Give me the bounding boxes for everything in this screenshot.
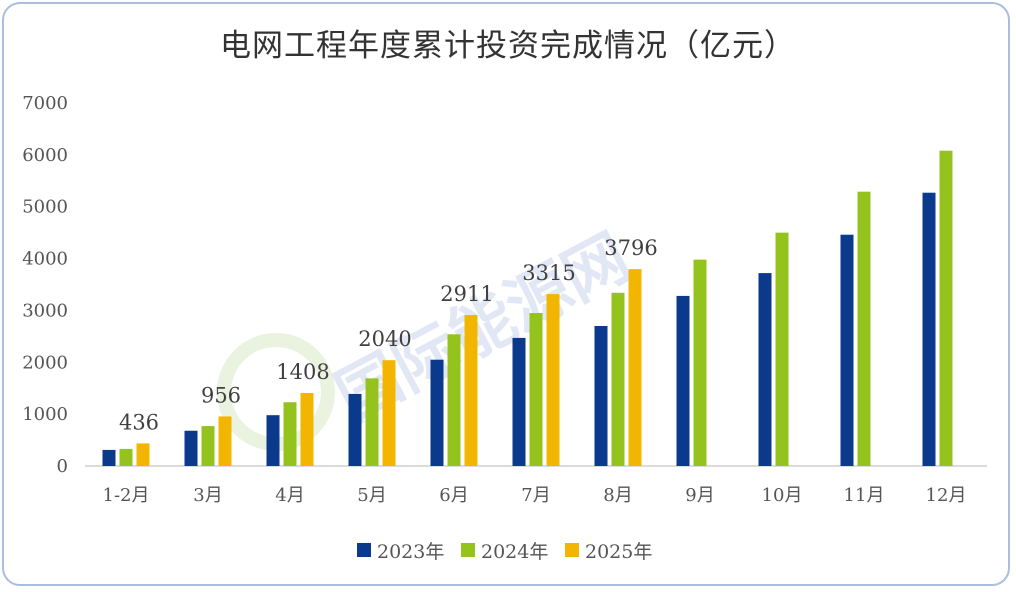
x-tick-label: 8月 <box>603 485 632 506</box>
legend-label: 2025年 <box>585 541 652 563</box>
bar-2025-2 <box>300 392 314 466</box>
bar-2024-0 <box>119 448 133 466</box>
bar-2024-8 <box>775 232 789 466</box>
bar-2024-10 <box>939 150 953 467</box>
x-tick-label: 7月 <box>521 485 550 506</box>
data-label: 3315 <box>522 261 575 285</box>
y-tick-label: 1000 <box>22 404 68 425</box>
data-label: 2911 <box>440 282 493 306</box>
y-tick-label: 7000 <box>22 93 68 114</box>
x-tick-label: 3月 <box>193 485 222 506</box>
y-tick-label: 6000 <box>22 145 68 166</box>
bar-2024-6 <box>611 292 625 466</box>
x-tick-label: 11月 <box>844 485 885 506</box>
y-tick-label: 0 <box>57 456 68 477</box>
bar-2024-4 <box>447 334 461 466</box>
bar-2024-9 <box>857 191 871 466</box>
bar-2024-5 <box>529 313 543 466</box>
x-tick-label: 10月 <box>762 485 803 506</box>
bar-2025-1 <box>218 416 232 466</box>
data-label: 1408 <box>276 360 329 384</box>
legend-swatch-2024 <box>461 543 475 557</box>
bar-2023-3 <box>348 393 362 466</box>
bar-2024-2 <box>283 402 297 466</box>
x-tick-label: 12月 <box>926 485 967 506</box>
bar-2023-4 <box>430 359 444 466</box>
bar-2023-10 <box>922 192 936 466</box>
legend-swatch-2025 <box>565 543 579 557</box>
data-label: 2040 <box>358 327 411 351</box>
bar-2025-4 <box>464 315 478 466</box>
x-tick-label: 5月 <box>357 485 386 506</box>
chart-title: 电网工程年度累计投资完成情况（亿元） <box>220 28 796 64</box>
legend-swatch-2023 <box>357 543 371 557</box>
legend: 2023年 2024年 2025年 <box>357 541 652 563</box>
bar-2023-9 <box>840 234 854 466</box>
bar-2023-6 <box>594 325 608 466</box>
bar-2025-0 <box>136 443 150 466</box>
bar-2025-6 <box>628 269 642 466</box>
bars <box>102 150 953 467</box>
bar-2025-5 <box>546 294 560 466</box>
bar-2025-3 <box>382 360 396 466</box>
x-axis: 1-2月 3月 4月 5月 6月 7月 8月 9月 10月 11月 12月 <box>85 465 987 506</box>
data-label: 956 <box>201 383 241 407</box>
bar-2023-8 <box>758 273 772 466</box>
data-labels: 436 956 1408 2040 2911 3315 3796 <box>119 236 658 434</box>
data-label: 436 <box>119 410 159 434</box>
x-tick-label: 6月 <box>439 485 468 506</box>
legend-label: 2024年 <box>481 541 548 563</box>
x-tick-label: 9月 <box>685 485 714 506</box>
x-tick-label: 1-2月 <box>103 485 150 506</box>
bar-2023-7 <box>676 295 690 466</box>
bar-2023-5 <box>512 337 526 466</box>
bar-2024-7 <box>693 259 707 466</box>
legend-label: 2023年 <box>377 541 444 563</box>
y-tick-label: 3000 <box>22 300 68 321</box>
bar-2023-2 <box>266 415 280 466</box>
y-tick-label: 4000 <box>22 249 68 270</box>
bar-2023-0 <box>102 449 116 466</box>
bar-2024-1 <box>201 426 215 466</box>
bar-2023-1 <box>184 430 198 466</box>
data-label: 3796 <box>604 236 657 260</box>
y-tick-label: 2000 <box>22 352 68 373</box>
x-tick-label: 4月 <box>275 485 304 506</box>
y-tick-label: 5000 <box>22 197 68 218</box>
y-axis: 0 1000 2000 3000 4000 5000 6000 7000 <box>22 93 68 477</box>
bar-2024-3 <box>365 378 379 466</box>
